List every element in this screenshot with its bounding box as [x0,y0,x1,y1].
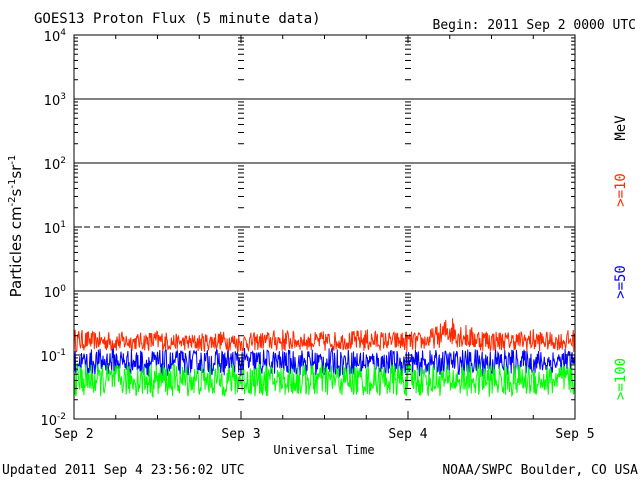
x-tick-label: Sep 2 [54,427,93,442]
x-tick-label: Sep 5 [555,427,594,442]
y-tick-label: 103 [44,92,66,109]
y-tick-label: 104 [44,28,67,45]
source-credit: NOAA/SWPC Boulder, CO USA [442,463,638,478]
chart-title: GOES13 Proton Flux (5 minute data) [34,11,321,27]
legend-ge10: >=10 [613,173,629,207]
threshold-lines [74,98,575,292]
unit-label: MeV [613,115,629,141]
x-axis-label: Universal Time [273,443,374,457]
series-line-ge10 [73,318,576,353]
plot-frame [73,34,576,420]
updated-timestamp: Updated 2011 Sep 4 23:56:02 UTC [2,463,245,478]
x-tick-label: Sep 4 [388,427,427,442]
y-tick-labels: 10-2 10-1 100 101 102 103 104 [40,28,66,429]
data-series [73,318,576,399]
y-tick-label: 101 [44,220,66,237]
y-axis-label: Particles cm-2s-1sr-1 [7,155,25,298]
begin-label: Begin: 2011 Sep 2 0000 UTC [433,18,637,33]
y-tick-label: 100 [44,284,67,301]
legend-ge50: >=50 [613,265,629,299]
x-tick-label: Sep 3 [221,427,260,442]
y-tick-label: 10-1 [40,348,66,365]
x-tick-labels: Sep 2 Sep 3 Sep 4 Sep 5 [54,427,594,442]
legend-ge100: >=100 [613,358,629,400]
axis-ticks [73,34,576,420]
series-line-ge100 [73,363,576,399]
y-tick-label: 102 [44,156,66,173]
y-tick-label: 10-2 [40,412,66,429]
